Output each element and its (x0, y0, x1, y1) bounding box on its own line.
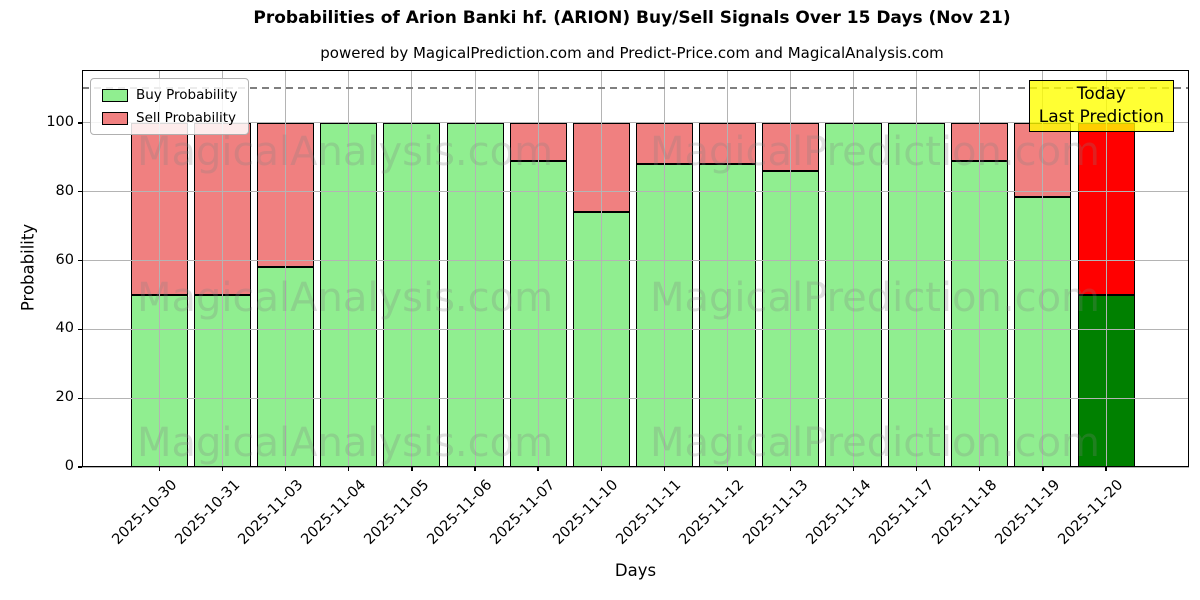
sell-swatch-icon (102, 111, 128, 125)
x-tick-label: 2025-11-11 (613, 477, 685, 548)
x-axis-tick (537, 467, 539, 471)
gridline-vertical (537, 70, 539, 467)
x-axis-tick (789, 467, 792, 471)
gridline-vertical (1042, 70, 1044, 467)
gridline-horizontal (82, 328, 1189, 330)
x-axis-tick (348, 467, 350, 471)
x-tick-label: 2025-11-20 (1055, 477, 1127, 548)
plot-area: Buy Probability Sell Probability Today L… (82, 70, 1189, 468)
gridline-vertical (790, 70, 791, 467)
y-axis-tick (78, 328, 82, 331)
gridline-horizontal (82, 191, 1189, 193)
y-tick-label: 40 (55, 320, 74, 337)
y-axis-tick (78, 122, 82, 124)
x-tick-label: 2025-11-12 (676, 477, 748, 548)
y-axis-tick (78, 259, 82, 262)
x-tick-label: 2025-11-04 (298, 477, 370, 548)
gridline-horizontal (82, 122, 1189, 124)
x-axis-label: Days (614, 561, 657, 580)
x-tick-label: 2025-11-18 (929, 477, 1001, 548)
y-tick-label: 60 (55, 251, 74, 268)
y-axis-tick (78, 397, 82, 399)
x-axis-tick (474, 467, 476, 471)
gridline-vertical (853, 70, 855, 467)
gridline-horizontal (82, 260, 1189, 262)
gridline-vertical (285, 70, 287, 467)
gridline-vertical (348, 70, 350, 467)
x-tick-label: 2025-11-06 (424, 477, 496, 548)
x-axis-tick (726, 467, 729, 471)
dashed-threshold-line (82, 87, 1189, 89)
y-tick-label: 100 (46, 113, 74, 130)
gridline-vertical (600, 70, 602, 467)
x-tick-label: 2025-11-13 (739, 477, 811, 548)
x-tick-label: 2025-11-10 (550, 477, 622, 548)
buy-swatch-icon (102, 88, 128, 102)
x-axis-tick (979, 467, 981, 471)
x-tick-label: 2025-11-03 (235, 477, 307, 548)
today-annotation-line1: Today (1076, 84, 1126, 104)
x-tick-label: 2025-11-19 (992, 477, 1064, 548)
gridline-vertical (222, 70, 224, 467)
legend-label-sell: Sell Probability (136, 110, 237, 126)
gridline-vertical (411, 70, 413, 467)
legend-item-buy: Buy Probability (102, 87, 237, 103)
x-tick-label: 2025-11-05 (361, 477, 433, 548)
chart-title: Probabilities of Arion Banki hf. (ARION)… (253, 8, 1011, 28)
legend: Buy Probability Sell Probability (90, 78, 250, 135)
x-axis-tick (600, 467, 602, 471)
x-axis-tick (221, 467, 224, 471)
x-tick-label: 2025-11-17 (866, 477, 938, 548)
gridline-vertical (1105, 70, 1107, 467)
legend-item-sell: Sell Probability (102, 110, 237, 126)
x-axis-tick (158, 467, 161, 471)
x-axis-tick (1105, 467, 1107, 471)
gridline-vertical (726, 70, 728, 467)
x-axis-tick (1042, 467, 1044, 471)
x-axis-tick (285, 467, 287, 471)
gridline-vertical (474, 70, 476, 467)
x-axis-tick (916, 467, 918, 471)
x-tick-label: 2025-10-31 (171, 477, 243, 548)
today-annotation-line2: Last Prediction (1038, 107, 1164, 127)
y-axis-tick (78, 466, 82, 468)
y-tick-label: 0 (64, 458, 74, 474)
y-tick-label: 80 (55, 182, 74, 199)
x-tick-label: 2025-11-14 (802, 477, 874, 548)
chart-subtitle: powered by MagicalPrediction.com and Pre… (320, 44, 944, 62)
today-annotation: Today Last Prediction (1028, 80, 1174, 132)
x-axis-tick (411, 467, 413, 471)
gridline-vertical (663, 70, 665, 467)
gridline-vertical (979, 70, 981, 467)
gridline-horizontal (82, 466, 1189, 468)
x-tick-label: 2025-11-07 (487, 477, 559, 548)
x-axis-tick (663, 467, 665, 471)
gridline-horizontal (82, 397, 1189, 399)
gridline-vertical (916, 70, 918, 467)
x-axis-tick (852, 467, 855, 471)
gridline-vertical (159, 70, 160, 467)
legend-label-buy: Buy Probability (136, 87, 238, 103)
y-tick-label: 20 (55, 389, 74, 406)
x-tick-label: 2025-10-30 (108, 477, 180, 548)
y-axis-tick (78, 191, 82, 193)
